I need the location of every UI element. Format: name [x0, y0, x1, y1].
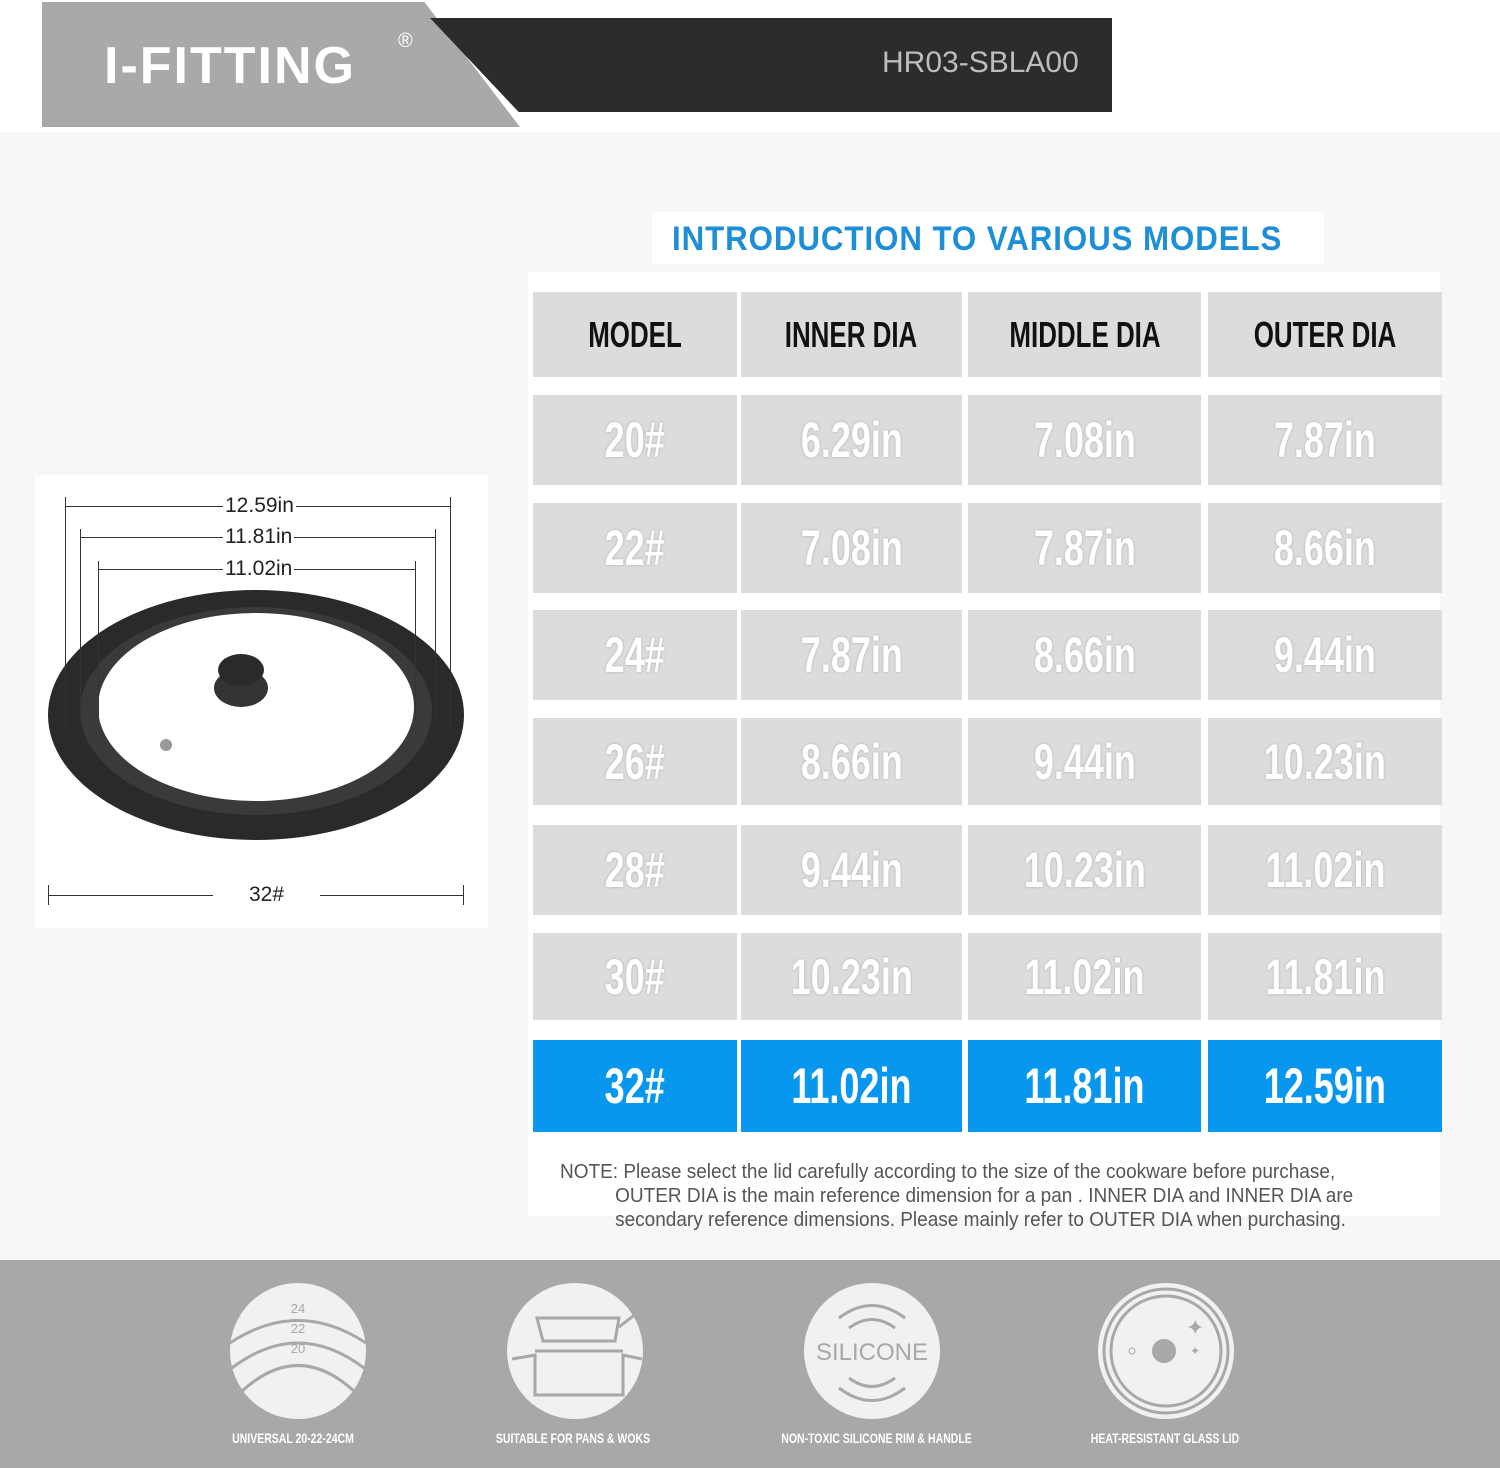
column-header: MIDDLE DIA	[968, 292, 1201, 377]
table-cell: 9.44in	[968, 718, 1201, 805]
svg-text:24: 24	[291, 1301, 305, 1316]
feature-label-glass: HEAT-RESISTANT GLASS LID	[1090, 1430, 1240, 1446]
cell-text: MIDDLE DIA	[1008, 313, 1161, 355]
cell-text: 11.81in	[1024, 1058, 1145, 1114]
cell-text: 10.23in	[1263, 733, 1387, 790]
table-cell: 12.59in	[1208, 1040, 1442, 1132]
cell-text: 9.44in	[1273, 627, 1377, 683]
svg-text:20: 20	[291, 1341, 305, 1356]
cell-text: 12.59in	[1263, 1058, 1387, 1114]
glass-lid-icon: ✦ ✦	[1098, 1283, 1234, 1419]
cell-text: 30#	[604, 948, 666, 1005]
cell-text: 11.02in	[1264, 842, 1386, 898]
svg-text:✦: ✦	[1190, 1344, 1200, 1358]
cell-text: 7.87in	[1273, 412, 1377, 468]
table-cell: 7.87in	[1208, 395, 1442, 485]
cell-text: 7.87in	[1033, 520, 1136, 576]
table-cell: 8.66in	[1208, 503, 1442, 593]
table-cell: 7.87in	[741, 610, 962, 700]
feature-label-pans: SUITABLE FOR PANS & WOKS	[495, 1430, 651, 1446]
table-cell: 8.66in	[968, 610, 1201, 700]
cell-text: INNER DIA	[785, 313, 918, 355]
section-title: INTRODUCTION TO VARIOUS MODELS	[672, 220, 1283, 258]
title-box	[652, 212, 1324, 264]
registered-mark: ®	[398, 30, 413, 52]
table-cell: 10.23in	[968, 825, 1201, 915]
table-cell: 7.87in	[968, 503, 1201, 593]
table-cell: 24#	[533, 610, 737, 700]
table-cell: 10.23in	[1208, 718, 1442, 805]
cell-text: 24#	[604, 627, 666, 683]
cell-text: 10.23in	[1023, 842, 1146, 898]
cell-text: 8.66in	[1273, 520, 1377, 576]
cell-text: 11.02in	[1024, 948, 1145, 1005]
note-label: NOTE:	[560, 1161, 619, 1183]
cell-text: 11.81in	[1264, 948, 1386, 1005]
table-cell: 7.08in	[741, 503, 962, 593]
cell-text: 11.02in	[791, 1058, 912, 1114]
table-cell: 8.66in	[741, 718, 962, 805]
silicone-icon: SILICONE	[804, 1283, 940, 1419]
cell-text: 20#	[604, 412, 666, 468]
middle-dia-label: 11.81in	[223, 525, 295, 549]
cell-text: 26#	[604, 733, 666, 790]
model-code: HR03-SBLA00	[882, 46, 1079, 79]
table-cell: 9.44in	[741, 825, 962, 915]
table-cell: 11.02in	[1208, 825, 1442, 915]
cell-text: 6.29in	[800, 412, 903, 468]
cell-text: OUTER DIA	[1253, 313, 1397, 355]
cell-text: 28#	[604, 842, 666, 898]
cell-text: 8.66in	[1033, 627, 1136, 683]
table-cell: 11.02in	[968, 933, 1201, 1020]
note-line-2: OUTER DIA is the main reference dimensio…	[615, 1185, 1354, 1207]
svg-text:SILICONE: SILICONE	[816, 1339, 928, 1366]
model-size-label: 32#	[213, 883, 321, 907]
column-header: OUTER DIA	[1208, 292, 1442, 377]
table-cell: 9.44in	[1208, 610, 1442, 700]
table-cell: 6.29in	[741, 395, 962, 485]
table-cell: 26#	[533, 718, 737, 805]
lid-diagram: 12.59in 11.81in 11.02in 32#	[35, 475, 488, 928]
table-cell: 22#	[533, 503, 737, 593]
cell-text: 32#	[604, 1058, 666, 1114]
cell-text: 7.08in	[1033, 412, 1136, 468]
svg-text:✦: ✦	[1186, 1315, 1204, 1340]
table-cell: 20#	[533, 395, 737, 485]
model-bar	[430, 18, 1112, 112]
table-cell: 32#	[533, 1040, 737, 1132]
table-cell: 10.23in	[741, 933, 962, 1020]
feature-label-silicone: NON-TOXIC SILICONE RIM & HANDLE	[781, 1430, 972, 1446]
size-rings-icon: 24 22 20	[229, 1283, 367, 1419]
cell-text: 9.44in	[1033, 733, 1136, 790]
pan-pot-icon	[507, 1283, 643, 1419]
column-header: MODEL	[533, 292, 737, 377]
table-cell: 7.08in	[968, 395, 1201, 485]
svg-text:22: 22	[291, 1321, 305, 1336]
cell-text: 7.08in	[800, 520, 903, 576]
brand-logo: I-FITTING	[104, 37, 356, 95]
table-cell: 30#	[533, 933, 737, 1020]
note-line-1: Please select the lid carefully accordin…	[623, 1161, 1336, 1183]
cell-text: 9.44in	[800, 842, 903, 898]
table-cell: 28#	[533, 825, 737, 915]
inner-dia-label: 11.02in	[223, 557, 295, 581]
column-header: INNER DIA	[741, 292, 962, 377]
note-line-3: secondary reference dimensions. Please m…	[615, 1209, 1346, 1231]
table-cell: 11.02in	[741, 1040, 962, 1132]
outer-dia-label: 12.59in	[223, 494, 296, 518]
cell-text: MODEL	[588, 313, 682, 355]
feature-label-universal: UNIVERSAL 20-22-24CM	[232, 1430, 354, 1446]
lid-illustration	[48, 590, 464, 840]
cell-text: 7.87in	[800, 627, 903, 683]
cell-text: 22#	[604, 520, 666, 576]
table-cell: 11.81in	[1208, 933, 1442, 1020]
table-cell: 11.81in	[968, 1040, 1201, 1132]
cell-text: 8.66in	[800, 733, 903, 790]
cell-text: 10.23in	[790, 948, 913, 1005]
note: NOTE: Please select the lid carefully ac…	[560, 1160, 1353, 1232]
